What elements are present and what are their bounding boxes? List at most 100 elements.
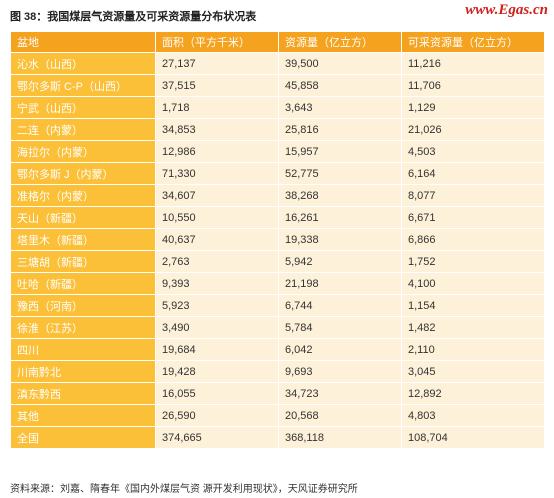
cell: 21,198 [278, 272, 402, 295]
row-label: 塔里木（新疆） [10, 228, 156, 251]
table: 盆地 面积（平方千米） 资源量（亿立方） 可采资源量（亿立方） 沁水（山西） 27,137… [10, 31, 545, 449]
cell: 1,154 [401, 294, 545, 317]
cell: 374,665 [155, 426, 279, 449]
cell: 1,752 [401, 250, 545, 273]
cell: 34,853 [155, 118, 279, 141]
row-label: 宁武（山西） [10, 96, 156, 119]
row-label: 沁水（山西） [10, 52, 156, 75]
header-row: 盆地 面积（平方千米） 资源量（亿立方） 可采资源量（亿立方） [10, 31, 545, 53]
table-row: 其他 26,590 20,568 4,803 [10, 404, 545, 427]
cell: 45,858 [278, 74, 402, 97]
table-row: 鄂尔多斯 J（内蒙） 71,330 52,775 6,164 [10, 162, 545, 185]
cell: 6,164 [401, 162, 545, 185]
cell: 4,503 [401, 140, 545, 163]
table-row: 豫西（河南） 5,923 6,744 1,154 [10, 294, 545, 317]
table-row: 吐哈（新疆） 9,393 21,198 4,100 [10, 272, 545, 295]
cell: 34,607 [155, 184, 279, 207]
cell: 3,045 [401, 360, 545, 383]
cell: 2,763 [155, 250, 279, 273]
row-label: 全国 [10, 426, 156, 449]
cell: 3,643 [278, 96, 402, 119]
table-row: 宁武（山西） 1,718 3,643 1,129 [10, 96, 545, 119]
row-label: 三塘胡（新疆） [10, 250, 156, 273]
cell: 20,568 [278, 404, 402, 427]
cell: 5,923 [155, 294, 279, 317]
cell: 25,816 [278, 118, 402, 141]
cell: 6,042 [278, 338, 402, 361]
cell: 9,693 [278, 360, 402, 383]
row-label: 其他 [10, 404, 156, 427]
cell: 21,026 [401, 118, 545, 141]
cell: 6,671 [401, 206, 545, 229]
row-label: 海拉尔（内蒙） [10, 140, 156, 163]
row-label: 吐哈（新疆） [10, 272, 156, 295]
cell: 1,718 [155, 96, 279, 119]
cell: 16,261 [278, 206, 402, 229]
header-cell: 可采资源量（亿立方） [401, 31, 545, 53]
title: 图 38：我国煤层气资源量及可采资源量分布状况表 [10, 11, 257, 23]
cell: 12,986 [155, 140, 279, 163]
header-cell: 盆地 [10, 31, 156, 53]
row-label: 天山（新疆） [10, 206, 156, 229]
cell: 52,775 [278, 162, 402, 185]
table-row: 全国 374,665 368,118 108,704 [10, 426, 545, 449]
row-label: 川南黔北 [10, 360, 156, 383]
cell: 6,866 [401, 228, 545, 251]
cell: 10,550 [155, 206, 279, 229]
table-row: 徐淮（江苏） 3,490 5,784 1,482 [10, 316, 545, 339]
table-row: 鄂尔多斯 C-P（山西） 37,515 45,858 11,706 [10, 74, 545, 97]
watermark: www.Egas.cn [465, 2, 548, 18]
cell: 11,216 [401, 52, 545, 75]
table-row: 准格尔（内蒙） 34,607 38,268 8,077 [10, 184, 545, 207]
row-label: 豫西（河南） [10, 294, 156, 317]
cell: 5,784 [278, 316, 402, 339]
cell: 38,268 [278, 184, 402, 207]
cell: 19,428 [155, 360, 279, 383]
row-label: 四川 [10, 338, 156, 361]
row-label: 准格尔（内蒙） [10, 184, 156, 207]
cell: 3,490 [155, 316, 279, 339]
table-row: 塔里木（新疆） 40,637 19,338 6,866 [10, 228, 545, 251]
cell: 11,706 [401, 74, 545, 97]
cell: 40,637 [155, 228, 279, 251]
cell: 368,118 [278, 426, 402, 449]
cell: 6,744 [278, 294, 402, 317]
table-row: 海拉尔（内蒙） 12,986 15,957 4,503 [10, 140, 545, 163]
cell: 4,803 [401, 404, 545, 427]
cell: 19,338 [278, 228, 402, 251]
cell: 12,892 [401, 382, 545, 405]
cell: 1,482 [401, 316, 545, 339]
cell: 4,100 [401, 272, 545, 295]
cell: 27,137 [155, 52, 279, 75]
table-row: 三塘胡（新疆） 2,763 5,942 1,752 [10, 250, 545, 273]
cell: 37,515 [155, 74, 279, 97]
cell: 15,957 [278, 140, 402, 163]
row-label: 滇东黔西 [10, 382, 156, 405]
table-row: 滇东黔西 16,055 34,723 12,892 [10, 382, 545, 405]
table-row: 四川 19,684 6,042 2,110 [10, 338, 545, 361]
table-row: 天山（新疆） 10,550 16,261 6,671 [10, 206, 545, 229]
table-row: 沁水（山西） 27,137 39,500 11,216 [10, 52, 545, 75]
cell: 34,723 [278, 382, 402, 405]
header-cell: 面积（平方千米） [155, 31, 279, 53]
cell: 2,110 [401, 338, 545, 361]
cell: 71,330 [155, 162, 279, 185]
cell: 5,942 [278, 250, 402, 273]
cell: 39,500 [278, 52, 402, 75]
row-label: 徐淮（江苏） [10, 316, 156, 339]
cell: 26,590 [155, 404, 279, 427]
cell: 1,129 [401, 96, 545, 119]
header-cell: 资源量（亿立方） [278, 31, 402, 53]
table-row: 二连（内蒙） 34,853 25,816 21,026 [10, 118, 545, 141]
cell: 19,684 [155, 338, 279, 361]
cell: 8,077 [401, 184, 545, 207]
cell: 16,055 [155, 382, 279, 405]
table-row: 川南黔北 19,428 9,693 3,045 [10, 360, 545, 383]
cell: 108,704 [401, 426, 545, 449]
row-label: 鄂尔多斯 J（内蒙） [10, 162, 156, 185]
row-label: 二连（内蒙） [10, 118, 156, 141]
row-label: 鄂尔多斯 C-P（山西） [10, 74, 156, 97]
cell: 9,393 [155, 272, 279, 295]
source: 资料来源：刘嘉、隋春年《国内外煤层气资 源开发利用现状》，天风证券研究所 [10, 484, 358, 495]
